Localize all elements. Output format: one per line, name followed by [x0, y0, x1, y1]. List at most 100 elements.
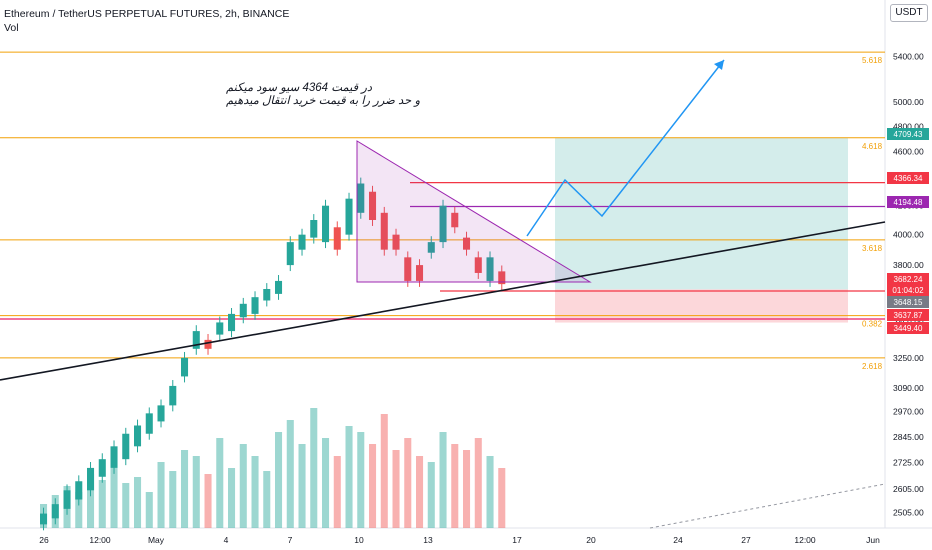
- volume-bar: [322, 438, 330, 528]
- volume-bar: [216, 438, 224, 528]
- volume-bar: [181, 450, 189, 528]
- y-tick-label: 2605.00: [893, 484, 924, 494]
- volume-bar: [75, 492, 83, 528]
- volume-bar: [451, 444, 459, 528]
- volume-bar: [192, 456, 200, 528]
- volume-bar: [439, 432, 447, 528]
- volume-bar: [134, 477, 142, 528]
- volume-bar: [251, 456, 259, 528]
- volume-bar: [357, 432, 365, 528]
- price-label-text: 3682.24: [894, 275, 923, 284]
- x-tick-label: 20: [586, 535, 596, 545]
- candle-body: [275, 280, 283, 294]
- price-label-tag: [887, 322, 929, 334]
- candle-body: [380, 212, 388, 250]
- y-tick-label: 2845.00: [893, 432, 924, 442]
- long-position-stop-zone: [555, 289, 848, 323]
- volume-bar: [110, 468, 118, 528]
- candle-body: [169, 385, 177, 406]
- candle-body: [251, 297, 259, 314]
- candle-body: [298, 234, 306, 250]
- volume-bar: [145, 492, 153, 528]
- x-tick-label: May: [148, 535, 165, 545]
- candle-body: [322, 205, 330, 243]
- x-tick-label: Jun: [866, 535, 880, 545]
- volume-bar: [239, 444, 247, 528]
- price-label-text: 3637.87: [894, 311, 923, 320]
- candle-body: [439, 205, 447, 243]
- volume-bar: [286, 420, 294, 528]
- y-tick-label: 4000.00: [893, 230, 924, 240]
- candle-body: [216, 322, 224, 335]
- volume-bar: [392, 450, 400, 528]
- x-tick-label: 12:00: [794, 535, 816, 545]
- fib-level-label: 2.618: [862, 362, 883, 371]
- y-tick-label: 5000.00: [893, 97, 924, 107]
- x-tick-label: 24: [673, 535, 683, 545]
- fib-level-label: 5.618: [862, 56, 883, 65]
- candle-body: [286, 242, 294, 266]
- x-tick-label: 27: [741, 535, 751, 545]
- candle-body: [357, 183, 365, 213]
- candle-body: [427, 242, 435, 253]
- x-tick-label: 7: [288, 535, 293, 545]
- volume-bar: [345, 426, 353, 528]
- volume-bar: [228, 468, 236, 528]
- volume-indicator-label[interactable]: Vol: [4, 22, 19, 34]
- candle-body: [333, 227, 341, 250]
- x-tick-label: 10: [354, 535, 364, 545]
- candle-body: [110, 446, 118, 468]
- x-tick-label: 12:00: [89, 535, 111, 545]
- price-label-text: 4366.34: [894, 174, 923, 183]
- price-label-text: 3449.40: [894, 324, 923, 333]
- y-tick-label: 2505.00: [893, 507, 924, 517]
- volume-bar: [98, 480, 106, 528]
- x-tick-label: 4: [224, 535, 229, 545]
- candle-body: [392, 234, 400, 250]
- candle-body: [404, 257, 412, 281]
- price-label-tag: [887, 296, 929, 308]
- chart-note: در قیمت 4364 سیو سود میکنم و حد ضرر را ب…: [226, 82, 476, 108]
- candle-body: [98, 459, 106, 477]
- price-label-tag: [887, 172, 929, 184]
- candle-body: [498, 271, 506, 285]
- currency-button[interactable]: USDT: [890, 4, 928, 22]
- candle-body: [63, 490, 71, 509]
- x-tick-label: 17: [512, 535, 522, 545]
- price-label-text: 3648.15: [894, 298, 923, 307]
- candle-body: [192, 331, 200, 349]
- projection-dashed-line: [649, 483, 886, 529]
- y-tick-label: 3090.00: [893, 383, 924, 393]
- candle-body: [181, 357, 189, 377]
- volume-bar: [369, 444, 377, 528]
- candle-body: [369, 191, 377, 220]
- candle-body: [486, 257, 494, 281]
- projection-arrowhead: [714, 60, 724, 70]
- y-tick-label: 4600.00: [893, 147, 924, 157]
- note-line-2: و حد ضرر را به قیمت خرید انتقال میدهیم: [226, 95, 421, 107]
- support-trendline: [0, 221, 886, 381]
- y-tick-label: 2725.00: [893, 457, 924, 467]
- volume-bar: [486, 456, 494, 528]
- candle-body: [451, 212, 459, 228]
- fib-level-label: 0.382: [862, 320, 883, 329]
- volume-bar: [474, 438, 482, 528]
- price-label-tag: [887, 273, 929, 285]
- candle-body: [157, 405, 165, 422]
- candle-body: [75, 481, 83, 500]
- projection-path: [526, 59, 725, 237]
- y-tick-label: 5400.00: [893, 52, 924, 62]
- candle-body: [263, 288, 271, 301]
- candle-body: [87, 467, 95, 491]
- volume-bar: [498, 468, 506, 528]
- price-label-text: 4709.43: [894, 130, 923, 139]
- volume-bar: [275, 432, 283, 528]
- candle-body: [239, 303, 247, 318]
- symbol-title: Ethereum / TetherUS PERPETUAL FUTURES, 2…: [4, 8, 290, 20]
- note-line-1: در قیمت 4364 سیو سود میکنم: [226, 82, 373, 94]
- volume-bar: [380, 414, 388, 528]
- y-tick-label: 4800.00: [893, 121, 924, 131]
- price-label-tag: [887, 309, 929, 321]
